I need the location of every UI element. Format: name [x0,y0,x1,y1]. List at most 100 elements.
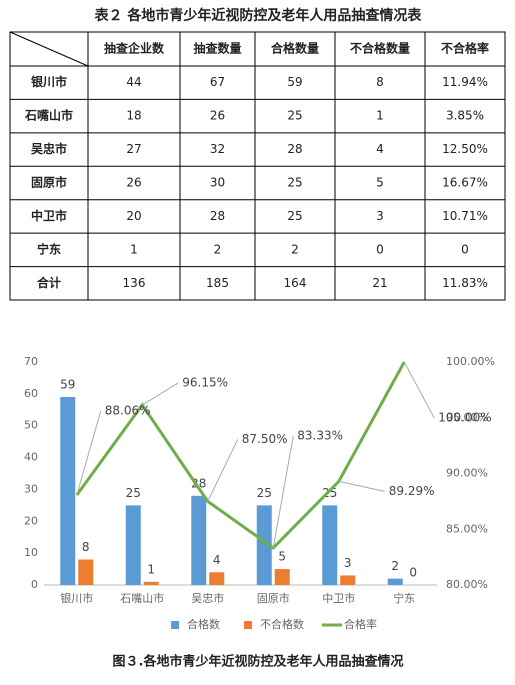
table-cell: 136 [123,276,146,290]
table-cell: 59 [287,75,302,89]
figure-caption: 图３.各地市青少年近视防控及老年人用品抽查情况 [113,654,404,670]
table-cell: 5 [376,176,384,190]
table-cell: 26 [126,176,141,190]
leader-line [207,439,239,502]
y2-tick-label: 90.00% [446,467,488,480]
table-cell: 1 [130,242,138,256]
bar [191,495,207,585]
row-label: 合计 [37,275,61,290]
line-label: 88.06% [105,404,151,418]
bar [60,397,76,585]
table-title: 表２ 各地市青少年近视防控及老年人用品抽查情况表 [94,7,423,24]
table-cell: 2 [291,242,299,256]
table-cell: 11.94% [442,75,488,89]
bar-label: 2 [391,559,399,573]
leader-line [403,361,435,419]
table-cell: 164 [284,276,307,290]
table-cell: 20 [126,209,141,223]
bar [256,505,272,585]
x-tick-label: 宁东 [393,591,415,605]
table-cell: 25 [287,109,302,123]
table-cell: 3 [376,209,384,223]
line-label: 100.00% [438,411,491,425]
table-cell: 25 [287,176,302,190]
leader-line [76,410,102,496]
table-cell: 8 [376,75,384,89]
bar [322,505,338,585]
leader-line [272,435,294,548]
bar [274,569,290,585]
y-tick-label: 0 [31,578,38,591]
x-tick-label: 吴忠市 [191,591,224,605]
x-tick-label: 石嘴山市 [120,591,164,605]
y-tick-label: 30 [24,482,38,495]
row-label: 固原市 [31,175,67,190]
table-cell: 67 [210,75,225,89]
y2-tick-label: 85.00% [446,522,488,535]
line [75,361,406,550]
table-cell: 11.83% [442,276,488,290]
y2-tick-label: 100.00% [446,355,495,368]
bar-label: 3 [344,556,352,570]
leader-line [338,480,385,492]
y2-tick-label: 80.00% [446,578,488,591]
header-diagonal [9,31,89,67]
y2-tick-label: 95.00% [446,411,488,424]
table-cell: 27 [126,142,141,156]
row-label: 宁东 [37,241,61,256]
y-tick-label: 20 [24,514,38,527]
table-cell: 44 [126,75,141,89]
table-cell: 30 [210,176,225,190]
table-cell: 4 [376,142,384,156]
table-cell: 1 [376,109,384,123]
table-cell: 0 [376,242,384,256]
bar-label: 8 [82,540,90,554]
y-tick-label: 10 [24,546,38,559]
row-label: 中卫市 [31,208,67,223]
y-tick-label: 60 [24,387,38,400]
row-label: 吴忠市 [31,141,67,156]
bar-label: 28 [191,476,206,490]
bar [340,575,356,585]
line-label: 96.15% [182,375,228,389]
table-cell: 21 [372,276,387,290]
bar [387,578,403,585]
legend-swatch [244,621,252,629]
table-cell: 12.50% [442,142,488,156]
table-cell: 2 [214,242,222,256]
bar-label: 59 [60,378,75,392]
table-cell: 3.85% [446,109,484,123]
table-cell: 28 [287,142,302,156]
legend-label: 不合格数 [260,617,304,631]
y-tick-label: 70 [24,355,38,368]
bar [143,581,159,585]
legend-label: 合格数 [187,617,220,631]
line-label: 87.50% [242,432,288,446]
table-cell: 28 [210,209,225,223]
table-cell: 16.67% [442,176,488,190]
table-cell: 32 [210,142,225,156]
line-label: 83.33% [297,428,343,442]
table-cell: 10.71% [442,209,488,223]
bar-label: 5 [278,550,286,564]
table-header: 抽查数量 [193,41,241,56]
table-cell: 18 [126,109,141,123]
y-tick-label: 40 [24,451,38,464]
bar-label: 1 [147,562,155,576]
x-tick-label: 银川市 [60,591,93,605]
bar-label: 4 [213,553,221,567]
bar-label: 25 [126,486,141,500]
bar [209,572,225,585]
table-header: 不合格数量 [350,41,410,56]
table-header: 抽查企业数 [104,41,165,56]
table-cell: 185 [206,276,229,290]
legend-swatch [171,621,179,629]
row-label: 石嘴山市 [24,108,73,123]
bar [78,559,94,585]
table-cell: 25 [287,209,302,223]
bar-label: 25 [257,486,272,500]
leader-line [141,382,179,406]
table-cell: 26 [210,109,225,123]
